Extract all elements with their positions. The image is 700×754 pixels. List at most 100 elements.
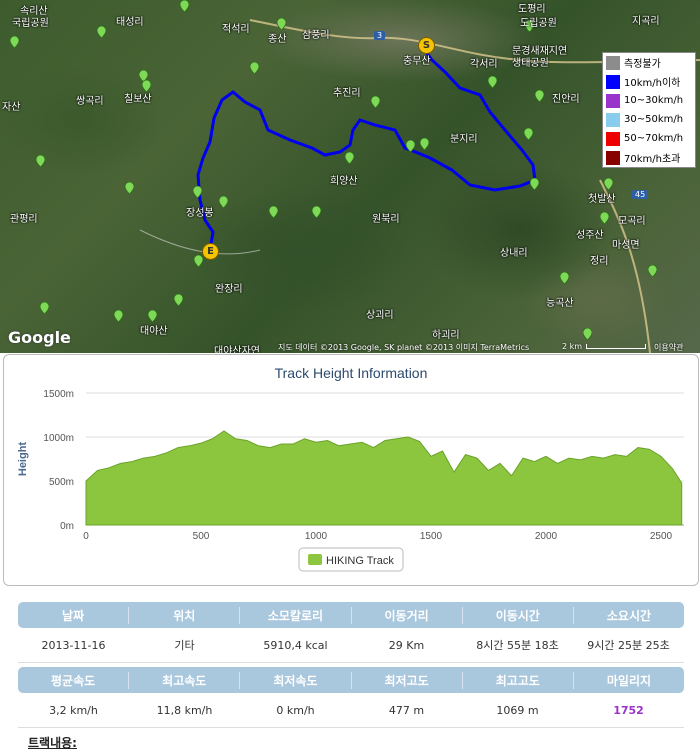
chart-title: Track Height Information	[275, 365, 428, 381]
x-tick-label: 500	[193, 531, 210, 542]
stat-value: 3,2 km/h	[49, 703, 98, 717]
map-pin-icon[interactable]	[345, 152, 354, 164]
map-pin-icon[interactable]	[648, 265, 657, 277]
y-tick-label: 1500m	[43, 389, 74, 400]
stats-value-row-2: 3,2 km/h 11,8 km/h 0 km/h 477 m 1069 m 1…	[18, 693, 684, 728]
y-tick-label: 0m	[60, 521, 74, 532]
stat-value: 0 km/h	[276, 703, 315, 717]
map-pin-icon[interactable]	[40, 302, 49, 314]
place-label: 하괴리	[432, 330, 460, 341]
map-pin-icon[interactable]	[604, 178, 613, 190]
map-pin-icon[interactable]	[277, 18, 286, 30]
map-pin-icon[interactable]	[174, 294, 183, 306]
map-pin-icon[interactable]	[148, 310, 157, 322]
place-label: 문경새재지연	[512, 46, 568, 57]
map-pin-icon[interactable]	[488, 76, 497, 88]
x-tick-label: 2000	[535, 531, 558, 542]
stats-header-row-1: 날짜 위치 소모칼로리 이동거리 이동시간 소요시간	[18, 602, 684, 628]
stat-value: 2013-11-16	[41, 638, 106, 652]
place-label: 추진리	[333, 88, 361, 99]
stat-header: 최고속도	[129, 671, 241, 689]
place-label: 마성면	[612, 240, 640, 251]
map-pin-icon[interactable]	[530, 178, 539, 190]
scale-bar	[586, 344, 646, 349]
legend-row: 30~50km/h	[603, 110, 695, 129]
map-pin-icon[interactable]	[312, 206, 321, 218]
map-pin-icon[interactable]	[600, 212, 609, 224]
map-pin-icon[interactable]	[560, 272, 569, 284]
map-pin-icon[interactable]	[180, 0, 189, 12]
road-number-sign: 45	[632, 190, 649, 199]
end-marker[interactable]: E	[202, 243, 219, 260]
map-pin-icon[interactable]	[193, 186, 202, 198]
stat-header: 이동거리	[352, 606, 463, 624]
legend-swatch	[606, 131, 620, 146]
terms-link[interactable]: 이용약관	[654, 343, 684, 352]
stat-value: 477 m	[388, 703, 425, 717]
map-pin-icon[interactable]	[139, 70, 148, 82]
place-label: 완장리	[215, 284, 243, 295]
legend-row: 50~70km/h	[603, 129, 695, 148]
map-pin-icon[interactable]	[406, 140, 415, 152]
legend-swatch	[606, 150, 620, 165]
map-pin-icon[interactable]	[142, 80, 151, 92]
map-pin-icon[interactable]	[535, 90, 544, 102]
legend-swatch	[606, 55, 620, 70]
legend-label: 측정불가	[624, 59, 661, 70]
map-pin-icon[interactable]	[371, 96, 380, 108]
x-tick-label: 2500	[650, 531, 673, 542]
map-pin-icon[interactable]	[583, 328, 592, 340]
place-label: 칠보산	[124, 94, 152, 105]
mileage-value[interactable]: 1752	[613, 703, 644, 717]
stat-header: 평균속도	[18, 671, 130, 689]
stat-header: 이동시간	[463, 606, 574, 624]
height-chart: Track Height Information Height 0m 500m 10…	[17, 365, 684, 572]
road-number-sign: 3	[374, 31, 386, 40]
legend-swatch	[308, 554, 322, 565]
place-label: 자산	[2, 102, 21, 113]
place-label: 도립공원	[520, 18, 557, 29]
map-pin-icon[interactable]	[114, 310, 123, 322]
map-pin-icon[interactable]	[525, 20, 534, 32]
legend-row: 70km/h초과	[603, 148, 695, 167]
stat-value: 29 Km	[388, 638, 425, 652]
place-label: 생태공원	[512, 58, 549, 69]
map-pin-icon[interactable]	[97, 26, 106, 38]
legend-row: 측정불가	[603, 53, 695, 72]
route-map[interactable]: 속리산 국립공원 태성리 적석리 종산 삼풍리 도평리 도립공원 지곡리 자산 …	[0, 0, 700, 353]
stats-value-row-1: 2013-11-16 기타 5910,4 kcal 29 Km 8시간 55분 …	[18, 628, 684, 663]
legend-swatch	[606, 93, 620, 108]
legend-label: 70km/h초과	[624, 154, 681, 165]
map-pin-icon[interactable]	[250, 62, 259, 74]
legend-label: HIKING Track	[326, 555, 394, 567]
stat-header: 소모칼로리	[240, 606, 352, 624]
place-label: 종산	[268, 34, 287, 45]
chart-legend[interactable]: HIKING Track	[298, 547, 404, 572]
map-pin-icon[interactable]	[269, 206, 278, 218]
track-stats: 날짜 위치 소모칼로리 이동거리 이동시간 소요시간 2013-11-16 기타…	[18, 602, 684, 751]
stat-value: 1069 m	[496, 703, 539, 717]
map-pin-icon[interactable]	[125, 182, 134, 194]
y-tick-labels: 0m 500m 1000m 1500m	[43, 389, 74, 532]
map-pin-icon[interactable]	[420, 138, 429, 150]
legend-row: 10km/h이하	[603, 72, 695, 91]
map-roads	[139, 19, 700, 353]
x-tick-label: 1500	[420, 531, 443, 542]
stat-header: 최저속도	[240, 671, 352, 689]
stat-header: 소요시간	[606, 608, 652, 623]
place-label: 상괴리	[366, 310, 394, 321]
map-pin-icon[interactable]	[524, 128, 533, 140]
map-pin-icon[interactable]	[219, 196, 228, 208]
map-pin-icon[interactable]	[194, 255, 203, 267]
map-pin-icon[interactable]	[10, 36, 19, 48]
place-label: 대야산자연	[214, 346, 260, 353]
map-pin-icon[interactable]	[36, 155, 45, 167]
start-marker[interactable]: S	[418, 37, 435, 54]
place-label: 속리산	[20, 6, 48, 17]
place-label: 도평리	[518, 4, 546, 15]
place-label: 원북리	[372, 214, 400, 225]
place-label: 상내리	[500, 248, 528, 259]
google-logo[interactable]: Google	[8, 328, 71, 347]
stats-header-row-2: 평균속도 최고속도 최저속도 최저고도 최고고도 마일리지	[18, 667, 684, 693]
place-label: 능곡산	[546, 298, 574, 309]
